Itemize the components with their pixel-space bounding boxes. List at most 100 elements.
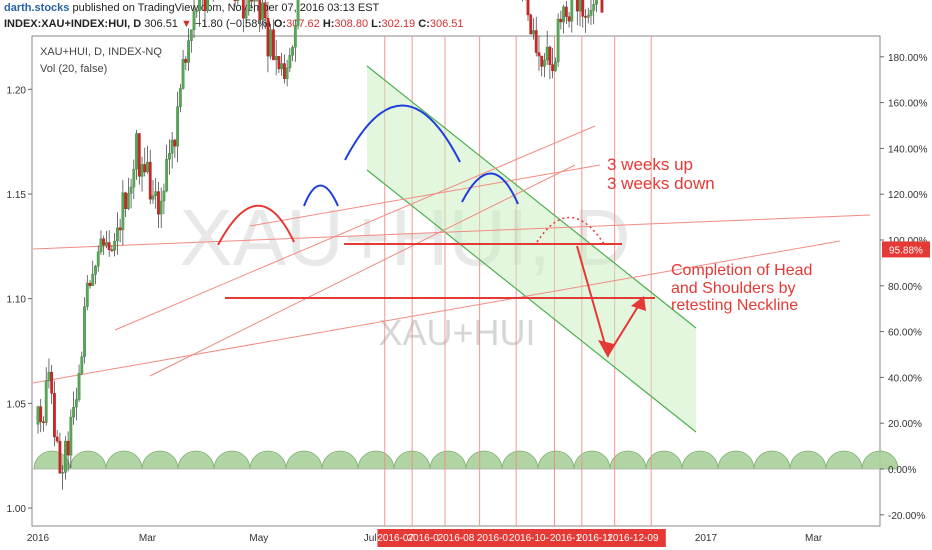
candle-body [157, 191, 160, 215]
candle-body [36, 406, 40, 425]
candle-body [247, 0, 251, 11]
trendline [149, 164, 576, 377]
left-tick-label: 1.00 [7, 504, 27, 515]
candle-body [80, 356, 84, 374]
annotation-text: and Shoulders by [671, 280, 796, 297]
candle-body [277, 56, 281, 70]
candle-body [102, 238, 106, 246]
volume-hump [573, 450, 611, 470]
candle-body [291, 47, 294, 56]
candle-body [124, 192, 128, 210]
volume-hump [177, 450, 215, 470]
candle-body [137, 133, 141, 177]
volume-hump [141, 450, 179, 470]
volume-hump [357, 450, 395, 470]
candle-body [198, 0, 201, 11]
volume-hump [861, 450, 899, 470]
candle-body [551, 64, 555, 71]
candle-body [537, 52, 541, 57]
channel-lower [366, 169, 697, 433]
x-tick-label: May [249, 533, 268, 544]
candle-body [280, 63, 284, 70]
candle-body [581, 0, 585, 17]
channel-upper [366, 65, 697, 329]
right-tick-label: 40.00% [888, 373, 922, 384]
candle-body [140, 164, 144, 177]
trendline [32, 214, 871, 250]
volume-hump [789, 450, 827, 470]
candle-body [110, 249, 114, 251]
annotation-text: 3 weeks up [607, 155, 693, 174]
highlight-date-label: 2016-0 [477, 533, 509, 544]
candle-body [263, 2, 267, 19]
candle-body [88, 282, 92, 286]
volume-hump [717, 450, 755, 470]
candle-body [165, 158, 169, 192]
candle-body [296, 0, 300, 26]
symbol-label: INDEX:XAU+INDEX:HUI, D [4, 18, 142, 30]
candle-body [159, 200, 163, 215]
price-marker [882, 241, 930, 258]
volume-hump [285, 450, 323, 470]
candle-body [553, 61, 557, 71]
candle-body [586, 15, 590, 18]
candle-body [143, 164, 147, 173]
published-text: published on TradingView.com, November 0… [72, 2, 380, 14]
volume-hump [825, 450, 863, 470]
candle-body [192, 11, 196, 30]
candle-body [151, 195, 155, 200]
candle-body [77, 372, 81, 400]
volume-hump [753, 450, 791, 470]
left-tick-label: 1.10 [7, 295, 27, 306]
candle-body [600, 0, 604, 13]
right-tick-label: 160.00% [888, 99, 928, 110]
candle-body [50, 371, 54, 394]
candle-body [126, 193, 130, 210]
candle-body [556, 18, 560, 63]
author-link[interactable]: darth.stocks [4, 2, 70, 14]
left-shoulder-arc [217, 204, 295, 246]
annotation-text: retesting Neckline [671, 297, 798, 314]
volume-hump [429, 450, 467, 470]
right-shoulder-arc [461, 172, 519, 205]
series-legend[interactable]: XAU+HUI, D, INDEX-NQ [40, 46, 162, 58]
candle-body [162, 190, 166, 202]
date-highlight-strip [377, 529, 666, 547]
candle-body [132, 168, 136, 188]
candle-body [42, 421, 45, 423]
candle-body [233, 0, 237, 2]
highlight-date-label: 2016-10- [509, 533, 549, 544]
candle-body [548, 46, 552, 65]
candle-body [181, 58, 185, 89]
candle-body [529, 14, 533, 35]
down-arrowhead [598, 340, 614, 358]
volume-hump [501, 450, 539, 470]
candle-body [252, 0, 256, 2]
head-arc [344, 104, 461, 163]
candle-body [44, 380, 48, 423]
ohlc-line: INDEX:XAU+INDEX:HUI, D 306.51 ▼ −1.80 (−… [4, 18, 464, 30]
annotation-text: 3 weeks down [607, 174, 715, 193]
volume-legend[interactable]: Vol (20, false) [40, 63, 107, 75]
candle-body [74, 399, 78, 408]
x-tick-label: Mar [805, 533, 823, 544]
candle-body [66, 440, 70, 456]
candle-body [129, 186, 133, 194]
candle-body [266, 17, 270, 57]
left-tick-label: 1.20 [7, 85, 27, 96]
trendline [114, 125, 596, 331]
volume-hump [465, 450, 503, 470]
candle-body [184, 58, 188, 63]
highlight-date-label: 2016-0 [408, 533, 440, 544]
candle-body [113, 240, 117, 251]
candle-body [96, 251, 100, 267]
candle-body [261, 2, 264, 20]
candle-body [293, 25, 297, 48]
candle-body [176, 106, 180, 147]
candle-body [146, 161, 149, 173]
candle-body [69, 416, 73, 456]
candle-body [545, 46, 549, 61]
candle-body [53, 393, 56, 438]
candle-body [83, 306, 86, 357]
